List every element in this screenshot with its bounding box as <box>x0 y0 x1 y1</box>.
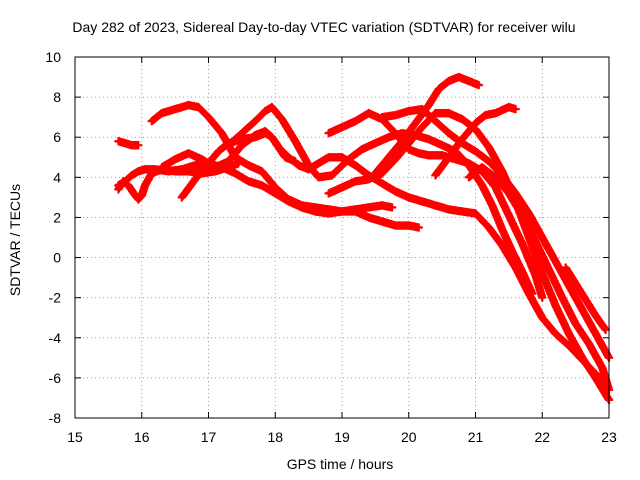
series-pass-1 <box>114 136 143 150</box>
x-tick-label: 19 <box>334 429 350 445</box>
x-tick-label: 15 <box>67 429 83 445</box>
series-pass-10 <box>371 72 484 178</box>
x-tick-label: 16 <box>134 429 150 445</box>
series-pass-14 <box>561 263 610 335</box>
y-axis-label: SDTVAR / TECUs <box>7 184 23 296</box>
y-tick-label: 10 <box>45 49 61 65</box>
y-tick-label: -2 <box>49 290 62 306</box>
data-series <box>114 72 614 405</box>
y-tick-label: -8 <box>49 410 62 426</box>
y-tick-label: 2 <box>53 209 61 225</box>
y-tick-label: 8 <box>53 89 61 105</box>
series-pass-12 <box>431 102 520 180</box>
x-tick-label: 23 <box>601 429 617 445</box>
series-pass-11 <box>377 104 614 363</box>
series-pass-8 <box>324 108 614 405</box>
y-tick-label: 0 <box>53 250 61 266</box>
x-tick-label: 17 <box>201 429 217 445</box>
series-pass-4 <box>147 100 424 232</box>
series-pass-13 <box>464 163 614 395</box>
x-tick-label: 18 <box>267 429 283 445</box>
x-axis-label: GPS time / hours <box>287 456 394 472</box>
y-axis-ticks: -8 -6 -4 -2 0 2 4 6 8 10 <box>45 49 609 426</box>
x-tick-label: 21 <box>468 429 484 445</box>
y-tick-label: 6 <box>53 129 61 145</box>
chart-title: Day 282 of 2023, Sidereal Day-to-day VTE… <box>72 19 575 35</box>
plot-frame <box>74 56 610 419</box>
y-tick-label: -6 <box>49 370 62 386</box>
x-tick-label: 20 <box>401 429 417 445</box>
y-tick-label: 4 <box>53 169 61 185</box>
y-tick-label: -4 <box>49 330 62 346</box>
x-tick-label: 22 <box>534 429 550 445</box>
